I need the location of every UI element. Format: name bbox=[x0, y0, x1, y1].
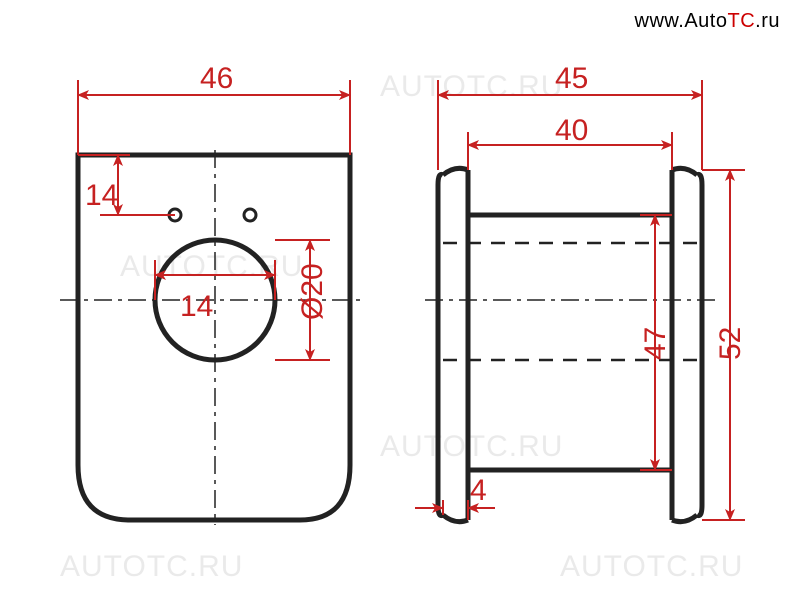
dim-40: 40 bbox=[555, 114, 588, 147]
drawing-svg: 46 14 14 Ø20 bbox=[0, 0, 800, 600]
dim-45: 45 bbox=[555, 62, 588, 95]
dim-14h: 14 bbox=[180, 290, 213, 323]
dim-dia20: Ø20 bbox=[296, 263, 329, 320]
right-view: 45 40 47 52 4 bbox=[415, 62, 747, 522]
left-view: 46 14 14 Ø20 bbox=[60, 62, 365, 525]
dim-46: 46 bbox=[200, 62, 233, 95]
dim-4: 4 bbox=[470, 474, 487, 507]
dim-52: 52 bbox=[714, 327, 747, 360]
dim-14v: 14 bbox=[85, 179, 118, 212]
dim-47: 47 bbox=[639, 327, 672, 360]
